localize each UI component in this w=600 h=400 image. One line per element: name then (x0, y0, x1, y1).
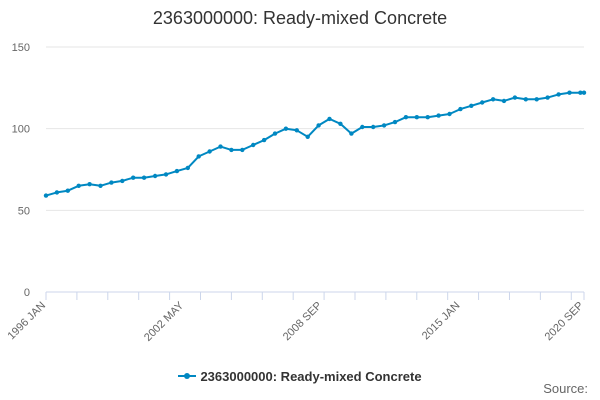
data-point[interactable] (240, 147, 245, 153)
x-tick-label: 2002 MAY (142, 299, 187, 344)
data-point[interactable] (261, 137, 267, 143)
axis-layer: 0 50 100 150 1996 JAN 2002 MAY 2008 SEP 2015 JA… (5, 42, 586, 344)
data-point[interactable] (109, 180, 114, 185)
data-point[interactable] (163, 172, 169, 177)
data-point[interactable] (218, 144, 223, 149)
y-tick-label: 50 (18, 205, 30, 217)
data-point[interactable] (65, 188, 71, 193)
series-line[interactable] (45, 91, 584, 197)
chart-title: 2363000000: Ready-mixed Concrete (152, 8, 448, 28)
data-point[interactable] (578, 90, 583, 95)
data-point[interactable] (229, 147, 234, 153)
data-point[interactable] (43, 193, 49, 198)
y-tick-label: 0 (24, 287, 30, 299)
data-point[interactable] (414, 115, 419, 120)
data-point[interactable] (251, 142, 256, 148)
data-point[interactable] (196, 154, 201, 159)
data-point[interactable] (392, 119, 398, 125)
data-point[interactable] (185, 165, 190, 171)
data-point[interactable] (381, 123, 387, 128)
data-point[interactable] (425, 115, 430, 120)
data-point[interactable] (371, 124, 376, 130)
data-point[interactable] (458, 106, 463, 112)
data-point[interactable] (141, 175, 147, 180)
data-point[interactable] (120, 178, 125, 184)
legend-label: 2363000000: Ready-mixed Concrete (200, 368, 422, 384)
data-point[interactable] (272, 131, 278, 136)
legend-swatch-icon (178, 373, 197, 379)
data-point[interactable] (501, 98, 507, 104)
data-point[interactable] (360, 124, 365, 130)
data-point[interactable] (523, 97, 528, 102)
data-point[interactable] (87, 182, 92, 187)
data-point[interactable] (316, 123, 321, 128)
data-point[interactable] (152, 173, 158, 179)
data-point[interactable] (534, 97, 539, 102)
legend[interactable]: 2363000000: Ready-mixed Concrete (0, 365, 600, 384)
x-tick-label: 2015 JAN (420, 300, 463, 343)
data-point[interactable] (54, 190, 60, 195)
data-point[interactable] (581, 90, 587, 95)
data-point[interactable] (174, 168, 180, 174)
x-tick-label: 2020 SEP (543, 300, 587, 344)
data-point[interactable] (207, 149, 212, 154)
data-point[interactable] (512, 95, 518, 100)
legend-item[interactable]: 2363000000: Ready-mixed Concrete (178, 368, 422, 384)
y-tick-label: 100 (12, 124, 30, 136)
data-point[interactable] (403, 115, 409, 120)
x-tick-label: 2008 SEP (281, 300, 325, 344)
data-point[interactable] (469, 103, 474, 109)
data-point[interactable] (480, 100, 485, 105)
data-point[interactable] (327, 116, 332, 122)
data-point[interactable] (283, 126, 289, 131)
data-point[interactable] (76, 183, 81, 188)
series-layer (43, 90, 587, 198)
data-point[interactable] (567, 90, 572, 95)
data-point[interactable] (556, 92, 561, 97)
data-point[interactable] (294, 128, 299, 133)
source-label: Source: (543, 381, 588, 396)
y-tick-label: 150 (12, 42, 30, 54)
grid-layer (46, 46, 584, 293)
data-point[interactable] (131, 175, 136, 180)
data-point[interactable] (349, 131, 354, 136)
data-point[interactable] (305, 134, 310, 139)
data-point[interactable] (447, 111, 452, 117)
x-tick-label: 1996 JAN (5, 300, 48, 343)
data-point[interactable] (436, 113, 441, 118)
data-point[interactable] (545, 95, 550, 100)
data-point[interactable] (338, 121, 343, 127)
data-point[interactable] (490, 97, 496, 102)
data-point[interactable] (98, 183, 103, 188)
